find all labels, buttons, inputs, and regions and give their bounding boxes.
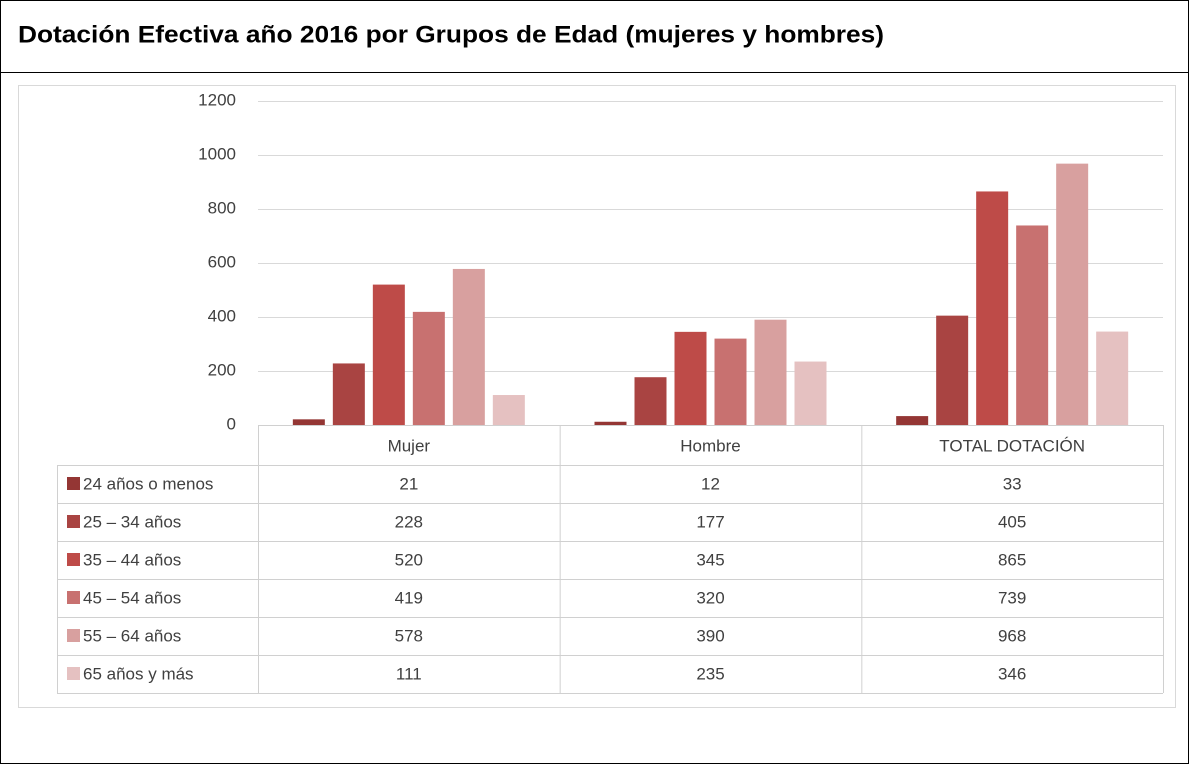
bar (896, 416, 929, 425)
y-tick-label: 400 (208, 306, 236, 325)
table-value: 12 (701, 474, 720, 493)
bar (936, 315, 969, 425)
y-tick-label: 0 (227, 414, 236, 433)
table-value: 739 (998, 588, 1026, 607)
legend-key (67, 477, 80, 490)
bar (452, 268, 485, 425)
legend-key (67, 553, 80, 566)
legend-key (67, 629, 80, 642)
table-value: 520 (395, 550, 423, 569)
x-tick-label: Mujer (388, 436, 431, 455)
y-tick-label: 1000 (198, 144, 236, 163)
bar (1016, 225, 1049, 425)
legend-key (67, 515, 80, 528)
table-value: 111 (396, 664, 422, 683)
x-tick-label: Hombre (680, 436, 740, 455)
legend-key (67, 667, 80, 680)
table-value: 320 (696, 588, 724, 607)
table-value: 33 (1003, 474, 1022, 493)
legend-label: 55 – 64 años (83, 626, 181, 645)
bar (492, 395, 525, 425)
table-value: 177 (696, 512, 724, 531)
bar (292, 419, 325, 425)
bar (412, 311, 445, 425)
table-value: 345 (696, 550, 724, 569)
legend-label: 35 – 44 años (83, 550, 181, 569)
bar (794, 361, 827, 425)
y-tick-label: 1200 (198, 90, 236, 109)
bar (976, 191, 1009, 425)
legend-label: 45 – 54 años (83, 588, 181, 607)
y-tick-label: 200 (208, 360, 236, 379)
table-value: 21 (399, 474, 418, 493)
table-value: 228 (395, 512, 423, 531)
legend-label: 65 años y más (83, 664, 194, 683)
bar (332, 363, 365, 425)
bar (372, 284, 405, 425)
bar (754, 319, 787, 425)
legend-key (67, 591, 80, 604)
chart-title: Dotación Efectiva año 2016 por Grupos de… (18, 21, 884, 48)
legend-label: 24 años o menos (83, 474, 213, 493)
legend-label: 25 – 34 años (83, 512, 181, 531)
table-value: 235 (696, 664, 724, 683)
y-tick-label: 800 (208, 198, 236, 217)
bar (1056, 163, 1089, 425)
bar (674, 331, 707, 425)
table-value: 865 (998, 550, 1026, 569)
y-tick-label: 600 (208, 252, 236, 271)
bar (634, 377, 667, 425)
table-value: 405 (998, 512, 1026, 531)
table-value: 390 (696, 626, 724, 645)
table-value: 578 (395, 626, 423, 645)
bar (714, 338, 747, 425)
bar (594, 421, 627, 425)
chart-area (18, 85, 1176, 708)
x-tick-label: TOTAL DOTACIÓN (939, 436, 1085, 455)
table-value: 419 (395, 588, 423, 607)
table-value: 346 (998, 664, 1026, 683)
table-value: 968 (998, 626, 1026, 645)
bar (1096, 331, 1129, 425)
